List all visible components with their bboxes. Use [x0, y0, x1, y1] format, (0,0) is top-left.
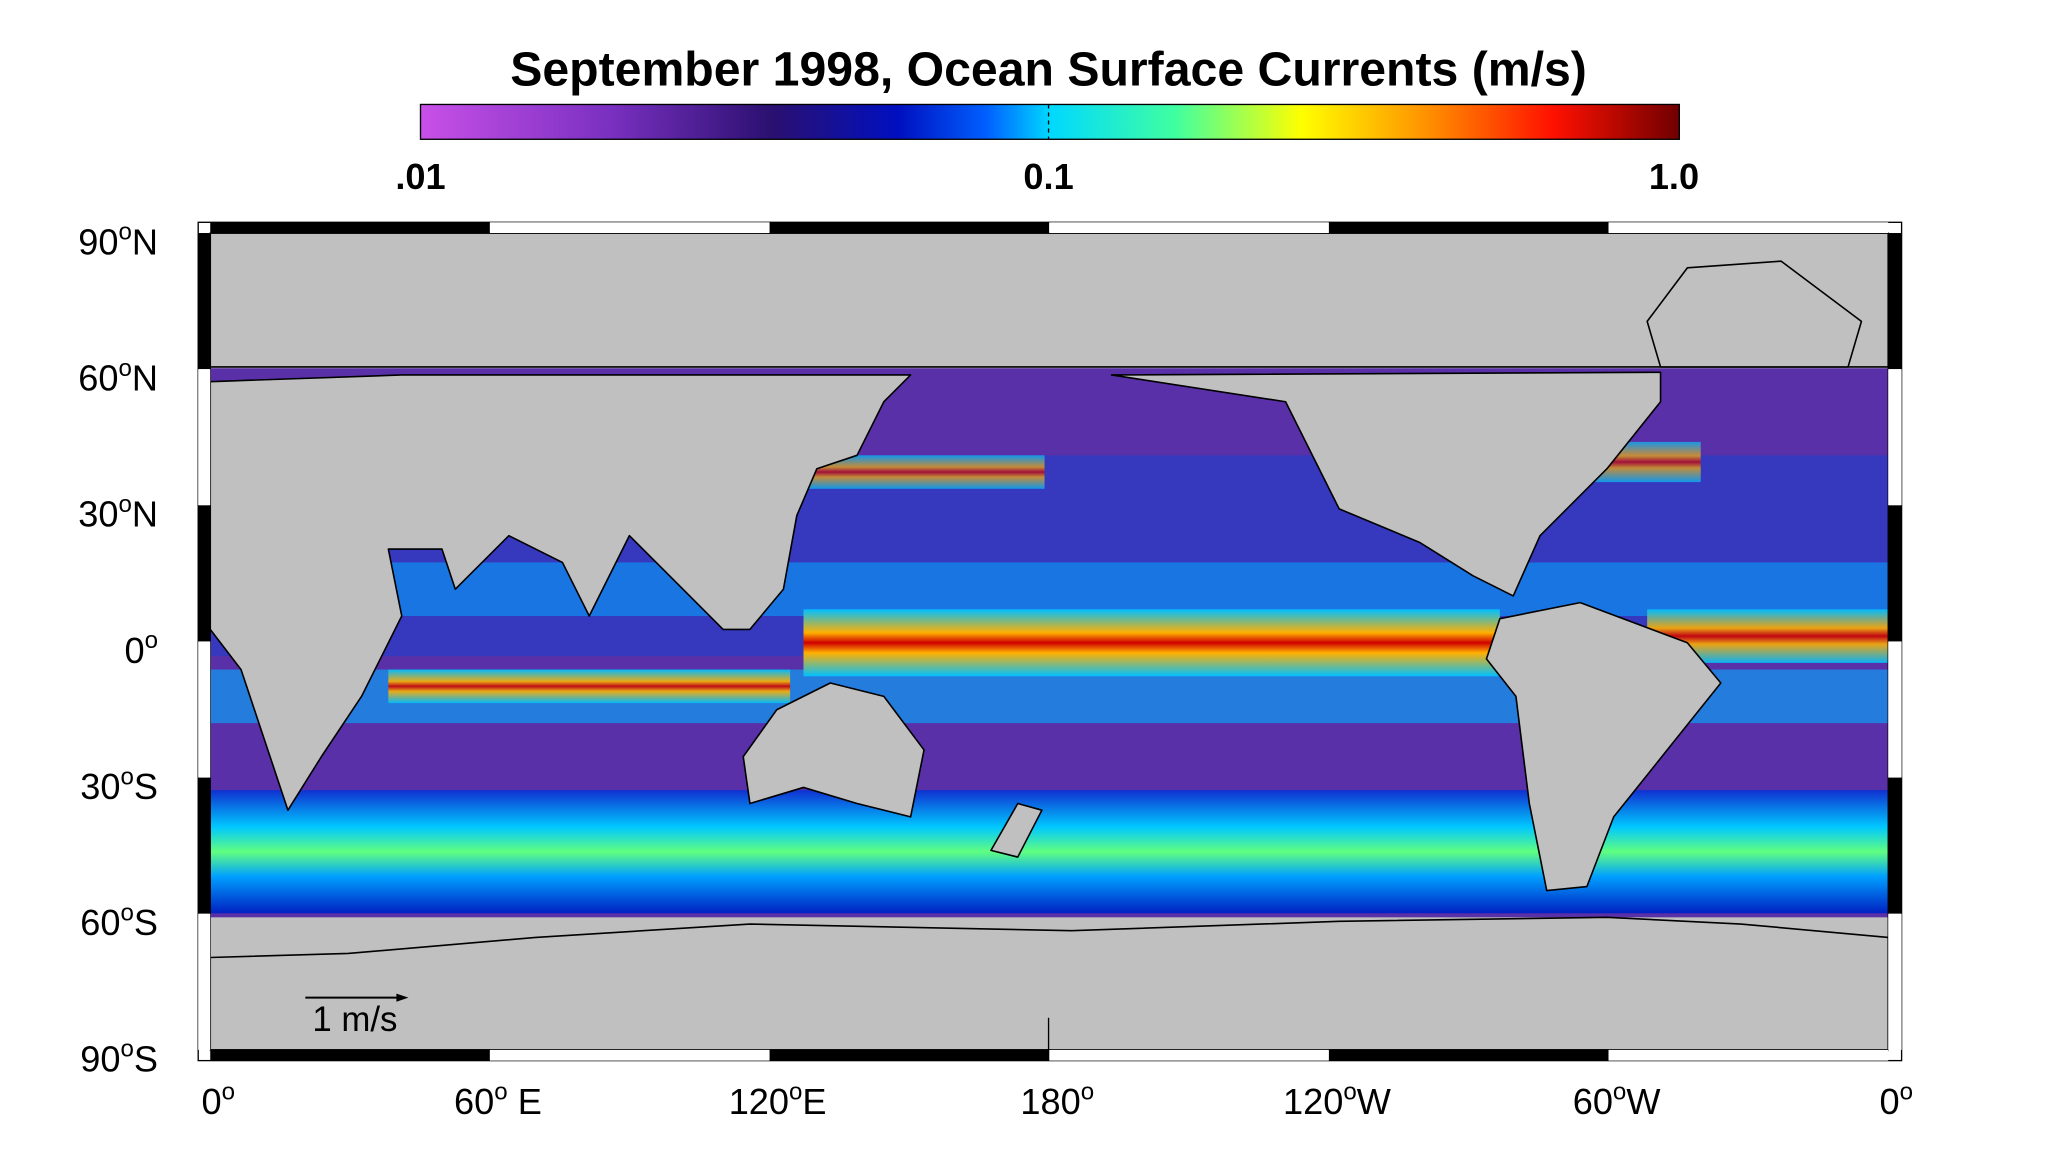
frame-segment: [198, 369, 211, 506]
frame-segment: [1888, 233, 1902, 370]
coordinate-label: 30oN: [78, 491, 158, 535]
label-dir: N: [132, 358, 158, 399]
equatorial-current: [803, 609, 1500, 677]
label-num: 60: [1573, 1081, 1613, 1122]
australia: [742, 682, 925, 818]
label-num: 90: [80, 1038, 120, 1079]
label-num: 0: [125, 630, 145, 671]
label-dir: S: [134, 902, 158, 943]
frame-segment: [1608, 222, 1889, 234]
label-sup: o: [1900, 1078, 1913, 1105]
label-num: 90: [78, 221, 118, 262]
label-sup: o: [145, 627, 158, 654]
label-num: 0: [1879, 1081, 1899, 1122]
label-sup: o: [119, 355, 132, 382]
coordinate-label: 90oN: [78, 219, 158, 263]
greenland: [1646, 260, 1863, 368]
antarctica: [210, 916, 1889, 1050]
frame-segment: [1049, 1049, 1329, 1061]
coordinate-label: 90oS: [80, 1036, 158, 1080]
frame-segment: [1888, 913, 1902, 1050]
frame-segment: [210, 1049, 490, 1061]
label-sup: o: [1081, 1078, 1094, 1105]
coordinate-label: 0o: [125, 627, 159, 671]
label-num: 0: [202, 1081, 222, 1122]
equatorial-current: [388, 669, 791, 704]
frame-segment: [198, 641, 211, 778]
label-num: 180: [1020, 1081, 1080, 1122]
label-dir: N: [132, 221, 158, 262]
frame-segment: [198, 233, 211, 370]
label-sup: o: [119, 491, 132, 518]
label-num: 60: [80, 902, 120, 943]
coordinate-label: 60oN: [78, 355, 158, 399]
label-sup: o: [119, 219, 132, 246]
frame-segment: [769, 1049, 1050, 1061]
south-america: [1485, 601, 1722, 892]
coordinate-label: 60o E: [454, 1078, 542, 1122]
coordinate-label: 60oW: [1573, 1078, 1661, 1122]
map-frame: [197, 221, 1903, 1062]
frame-segment: [198, 505, 211, 642]
coordinate-label: 0o: [202, 1078, 236, 1122]
coordinate-label: 60oS: [80, 899, 158, 943]
ocean-band: [210, 562, 1889, 617]
colorbar-tick-label: .01: [395, 156, 445, 197]
colorbar-tick-label: 1.0: [1649, 156, 1699, 197]
kuroshio: [803, 455, 1045, 489]
frame-segment: [769, 222, 1050, 234]
coordinate-label: 30oS: [80, 763, 158, 807]
label-num: 30: [80, 766, 120, 807]
label-sup: o: [1343, 1078, 1356, 1105]
southern-ocean: [210, 790, 1889, 914]
frame-segment: [1049, 222, 1329, 234]
frame-segment: [489, 1049, 770, 1061]
arctic: [210, 233, 1889, 368]
title: September 1998, Ocean Surface Currents (…: [510, 43, 1587, 97]
scale-label: 1 m/s: [312, 1000, 397, 1039]
label-dir: S: [134, 766, 158, 807]
label-dir: E: [802, 1081, 826, 1122]
coordinate-label: 120oW: [1283, 1078, 1391, 1122]
frame-segment: [210, 222, 490, 234]
colorbar: [419, 103, 1680, 140]
label-sup: o: [1613, 1078, 1626, 1105]
label-sup: o: [222, 1078, 235, 1105]
label-sup: o: [121, 899, 134, 926]
label-dir: E: [508, 1081, 542, 1122]
label-dir: W: [1626, 1081, 1660, 1122]
colorbar-tick-label: 0.1: [1023, 156, 1073, 197]
new-zealand: [990, 802, 1043, 858]
label-num: 60: [454, 1081, 494, 1122]
label-sup: o: [494, 1078, 507, 1105]
frame-segment: [489, 222, 770, 234]
coordinate-label: 180o: [1020, 1078, 1094, 1122]
frame-segment: [1888, 777, 1902, 914]
label-sup: o: [789, 1078, 802, 1105]
label-dir: S: [134, 1038, 158, 1079]
label-num: 30: [78, 494, 118, 535]
label-sup: o: [121, 763, 134, 790]
label-num: 60: [78, 358, 118, 399]
label-num: 120: [1283, 1081, 1343, 1122]
frame-segment: [1888, 369, 1902, 506]
label-dir: N: [132, 494, 158, 535]
coordinate-label: 120oE: [729, 1078, 827, 1122]
frame-segment: [1888, 641, 1902, 778]
map-area: [210, 233, 1889, 1050]
frame-segment: [1608, 1049, 1889, 1061]
frame-segment: [1888, 505, 1902, 642]
north-america: [1110, 371, 1662, 597]
frame-segment: [198, 777, 211, 914]
frame-segment: [1328, 222, 1609, 234]
eurasia-africa: [210, 374, 912, 811]
label-num: 120: [729, 1081, 789, 1122]
label-dir: W: [1357, 1081, 1391, 1122]
coordinate-label: 0o: [1879, 1078, 1913, 1122]
label-sup: o: [121, 1036, 134, 1063]
frame-segment: [1328, 1049, 1609, 1061]
scale-arrowhead: [396, 993, 409, 1002]
frame-segment: [198, 913, 211, 1050]
